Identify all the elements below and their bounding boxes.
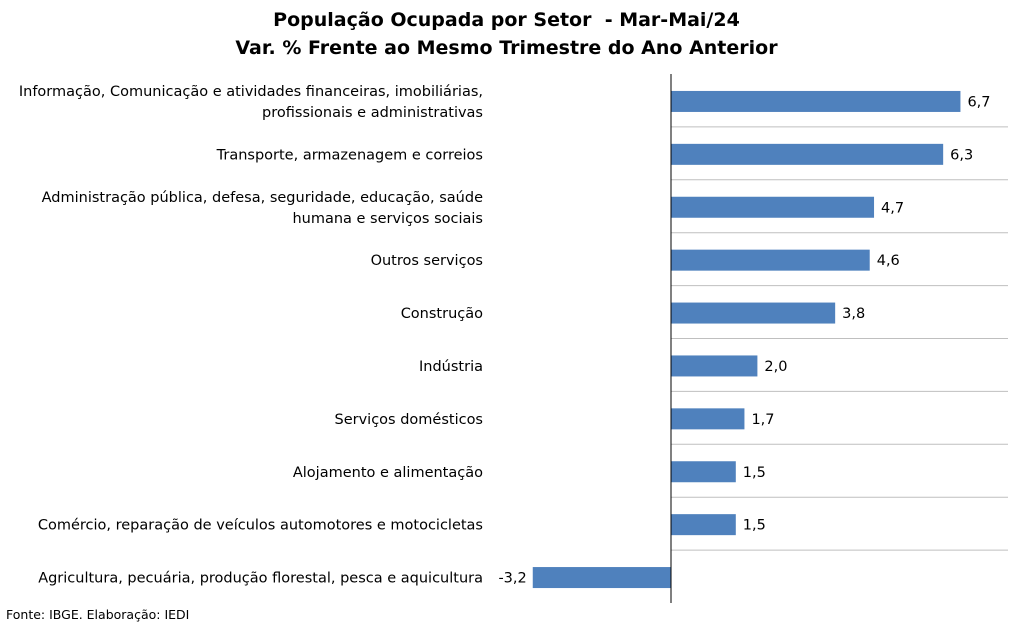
- category-label: Administração pública, defesa, seguridad…: [42, 190, 483, 206]
- bar: [671, 461, 736, 483]
- category-label: Construção: [401, 306, 483, 322]
- bar: [671, 514, 736, 536]
- chart-title-line-2: Var. % Frente ao Mesmo Trimestre do Ano …: [235, 37, 778, 59]
- category-label: Informação, Comunicação e atividades fin…: [19, 84, 483, 100]
- bar: [671, 143, 944, 165]
- value-label: 6,3: [950, 147, 973, 163]
- bar: [671, 408, 745, 430]
- category-label: humana e serviços sociais: [292, 211, 483, 227]
- category-label: Transporte, armazenagem e correios: [216, 147, 483, 163]
- category-label: Alojamento e alimentação: [293, 465, 483, 481]
- category-label: Indústria: [419, 359, 483, 375]
- bar: [532, 567, 671, 589]
- bar: [671, 90, 961, 112]
- value-label: 4,6: [877, 253, 900, 269]
- value-label: 4,7: [881, 200, 904, 216]
- bar: [671, 196, 875, 218]
- chart-title: População Ocupada por Setor - Mar-Mai/24…: [0, 6, 1013, 62]
- value-label: -3,2: [498, 571, 526, 587]
- category-label: Serviços domésticos: [335, 412, 484, 428]
- category-label: profissionais e administrativas: [262, 105, 483, 121]
- value-label: 1,7: [751, 412, 774, 428]
- bar: [671, 249, 870, 271]
- bar: [671, 355, 758, 377]
- category-label: Agricultura, pecuária, produção floresta…: [38, 571, 483, 587]
- bar: [671, 302, 836, 324]
- value-label: 2,0: [764, 359, 787, 375]
- value-label: 1,5: [743, 518, 766, 534]
- category-label: Outros serviços: [371, 253, 483, 269]
- category-label: Comércio, reparação de veículos automoto…: [38, 518, 483, 534]
- chart-title-line-1: População Ocupada por Setor - Mar-Mai/24: [273, 9, 740, 31]
- value-label: 1,5: [743, 465, 766, 481]
- source-note: Fonte: IBGE. Elaboração: IEDI: [6, 607, 190, 622]
- value-label: 3,8: [842, 306, 865, 322]
- value-label: 6,7: [967, 94, 990, 110]
